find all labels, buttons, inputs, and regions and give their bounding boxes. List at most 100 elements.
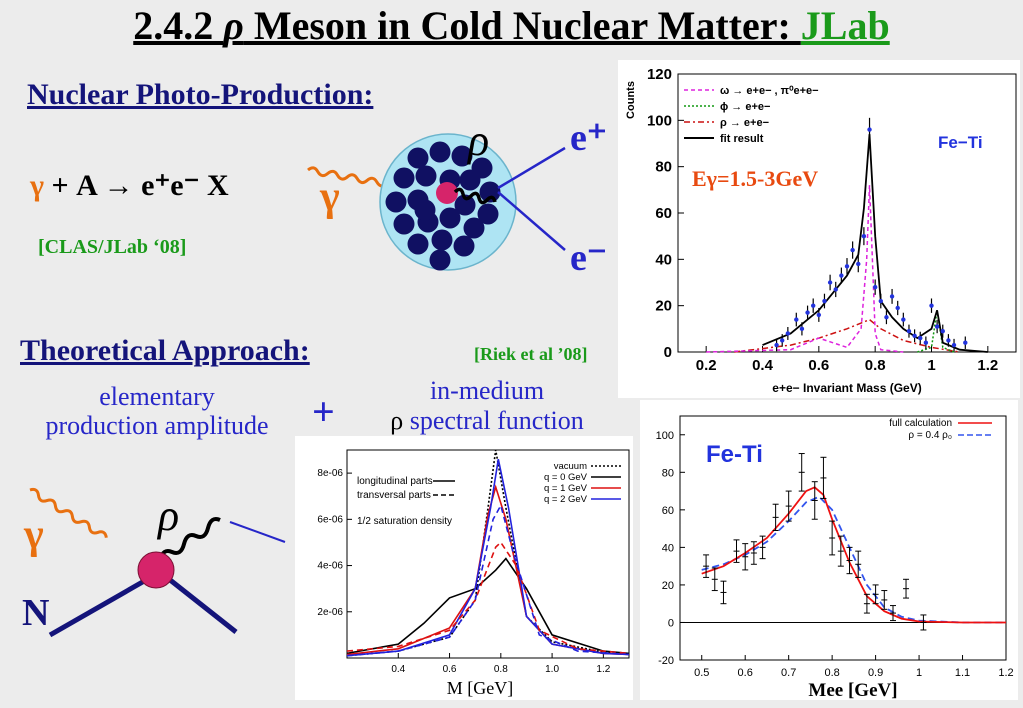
nucleon-icon [453,235,475,257]
x-tick-label: 0.8 [494,664,508,675]
reaction-gamma: γ [30,169,45,202]
nucleon-icon [439,207,461,229]
data-point [794,317,799,322]
chart-label: Fe−Ti [938,133,983,152]
data-point [811,303,816,308]
x-tick-label: 0.6 [738,667,753,679]
nucleon-icon [393,213,415,235]
x-tick-label: 0.6 [808,357,829,374]
data-point [774,342,779,348]
data-point [963,340,968,345]
x-tick-label: 0.8 [824,667,839,679]
spectral-rho: ρ [390,406,404,435]
energy-label: Eγ=1.5-3GeV [692,166,818,191]
amplitude-line2: production amplitude [45,411,269,440]
data-point [946,338,951,343]
data-point [799,326,805,332]
series-line [346,557,630,655]
x-tick-label: 1.0 [545,664,559,675]
nucleus-diagram: γ ρ e⁺ e⁻ [307,116,607,279]
legend-label: longitudinal parts [357,476,433,487]
rho-top: ρ [466,116,489,165]
data-point [878,298,883,304]
gamma-top: γ [319,174,340,220]
data-point [856,261,861,267]
nucleon-icon [429,141,451,163]
spectral-text: in-medium ρ spectral function [362,376,612,436]
omega-curve [706,185,904,353]
eminus-line [497,191,566,251]
vertex-diagram: γ ρ N [22,487,286,638]
y-axis-label: Counts [625,81,637,119]
chart-spectral-panel: 0.4 0.6 0.8 1.0 1.2 2e-06 4e-06 6e-06 8e-06 M [Ge… [295,436,633,700]
y-tick-label: 8e-06 [317,468,343,479]
y-tick-label: 80 [662,467,674,479]
lepton-line [229,521,286,543]
x-tick-label: 1 [927,357,935,374]
data-point [861,233,867,239]
chart-calc-panel: 0.5 0.6 0.7 0.8 0.9 1 1.1 1.2 -20 0 20 40 60 80 100 Mee… [640,400,1018,701]
amplitude-text: elementary production amplitude [12,382,302,440]
x-tick-label: 1.2 [977,357,998,374]
legend-label: ρ = 0.4 ρ₀ [908,430,952,441]
y-tick-label: -20 [658,655,674,667]
legend-label: q = 1 GeV [544,483,588,494]
legend-label: q = 0 GeV [544,472,588,483]
chart-clas-panel: 0.2 0.4 0.6 0.8 1 1.2 0 20 40 60 80 100 120 Counts e+e… [618,60,1020,398]
nucleon-icon [479,181,501,203]
data-point [906,328,912,334]
nucleon-icon [477,203,499,225]
header-theory: Theoretical Approach: [20,334,310,367]
y-tick-label: 20 [655,298,672,315]
plot-frame [677,73,1017,353]
data-point [867,127,872,132]
chart-label: Fe-Ti [706,441,763,468]
clas-reference: [CLAS/JLab ‘08] [38,236,187,258]
x-tick-label: 1.2 [998,667,1013,679]
rho-blob-top [436,182,458,204]
eplus-line [497,146,566,190]
legend-label: q = 2 GeV [544,494,588,505]
x-axis-label: M [GeV] [447,678,513,698]
data-point [929,303,934,308]
eminus-label: e⁻ [570,237,607,279]
nucleon-icon [463,217,485,239]
nucleon-icon [459,169,481,191]
series-line [346,449,630,657]
rho-curve [734,318,960,353]
reaction-rest: + A → e⁺e⁻ X [44,169,229,202]
page-title: 2.4.2 ρ Meson in Cold Nuclear Matter: JL… [0,2,1023,49]
nucleon-icon [415,165,437,187]
plot-frame [679,415,1007,661]
y-tick-label: 100 [656,430,674,442]
data-point [785,331,791,336]
rho04-curve [701,495,1006,624]
x-tick-label: 0.8 [865,357,886,374]
nucleon-icon [431,229,453,251]
data-point [934,324,940,329]
data-point [822,298,827,304]
y-tick-label: 0 [664,344,672,361]
y-tick-label: 6e-06 [317,514,343,525]
annotation: 1/2 saturation density [357,516,452,527]
nucleon-icon [385,191,407,213]
x-axis-label: e+e− Invariant Mass (GeV) [772,381,921,395]
y-tick-label: 40 [662,542,674,554]
y-tick-label: 4e-06 [317,561,343,572]
vertex-blob [137,551,175,589]
title-prefix: 2.4.2 [133,3,224,48]
photon-wave-bottom [29,487,108,538]
nucleon-icon [407,147,429,169]
y-tick-label: 60 [662,505,674,517]
y-tick-label: 60 [655,205,672,222]
y-tick-label: 80 [655,159,672,176]
x-tick-label: 1.1 [955,667,970,679]
eplus-label: e⁺ [570,117,607,159]
data-point [780,338,785,343]
data-point [833,287,838,292]
full-curve [701,486,1006,624]
spectral-line2-text: spectral function [409,406,584,435]
data-point [951,342,957,348]
series-line [346,541,630,655]
legend-label: vacuum [554,461,587,472]
